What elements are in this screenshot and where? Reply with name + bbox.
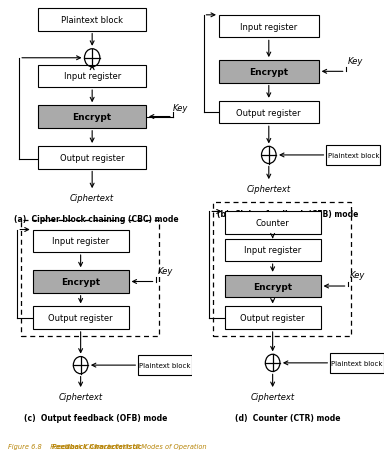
Text: Input register: Input register [240, 23, 298, 32]
FancyBboxPatch shape [219, 16, 319, 38]
FancyBboxPatch shape [225, 239, 321, 262]
Text: Input register: Input register [52, 237, 109, 246]
Text: Ciphertext: Ciphertext [247, 185, 291, 194]
FancyBboxPatch shape [326, 145, 380, 166]
Text: (c)  Output feedback (OFB) mode: (c) Output feedback (OFB) mode [24, 413, 168, 422]
FancyBboxPatch shape [33, 271, 129, 293]
FancyBboxPatch shape [38, 65, 146, 88]
FancyBboxPatch shape [225, 212, 321, 235]
Text: Key: Key [349, 271, 365, 280]
FancyBboxPatch shape [38, 106, 146, 129]
Text: Output register: Output register [237, 108, 301, 117]
Text: Output register: Output register [60, 153, 124, 162]
Text: Plaintext block: Plaintext block [139, 362, 191, 368]
Text: Output register: Output register [48, 313, 113, 322]
Text: Figure 6.8    Feedback Characteristic of Modes of Operation: Figure 6.8 Feedback Characteristic of Mo… [8, 442, 206, 449]
Text: (b)  Cipher feedback (CFB) mode: (b) Cipher feedback (CFB) mode [217, 210, 359, 219]
FancyBboxPatch shape [33, 307, 129, 329]
FancyBboxPatch shape [330, 353, 384, 373]
FancyBboxPatch shape [225, 275, 321, 298]
Text: Feedback Characteristic: Feedback Characteristic [52, 443, 141, 449]
FancyBboxPatch shape [38, 9, 146, 32]
Text: Ciphertext: Ciphertext [70, 194, 114, 203]
Text: Encrypt: Encrypt [249, 68, 288, 77]
FancyBboxPatch shape [38, 147, 146, 169]
Text: Input register: Input register [63, 72, 121, 81]
FancyBboxPatch shape [219, 61, 319, 83]
Text: Plaintext block: Plaintext block [331, 360, 383, 366]
FancyBboxPatch shape [225, 307, 321, 329]
FancyBboxPatch shape [33, 230, 129, 253]
Text: Plaintext block: Plaintext block [328, 152, 379, 159]
Text: Encrypt: Encrypt [61, 277, 100, 286]
FancyBboxPatch shape [219, 101, 319, 124]
Text: (d)  Counter (CTR) mode: (d) Counter (CTR) mode [235, 413, 341, 422]
Text: Plaintext block: Plaintext block [61, 16, 123, 25]
Text: (a)  Cipher block chaining (CBC) mode: (a) Cipher block chaining (CBC) mode [14, 214, 178, 223]
Text: Encrypt: Encrypt [73, 113, 112, 122]
FancyBboxPatch shape [138, 355, 192, 375]
Text: Ciphertext: Ciphertext [59, 392, 103, 401]
Text: Key: Key [173, 104, 188, 113]
Text: Ciphertext: Ciphertext [251, 392, 295, 401]
Text: Key: Key [348, 56, 363, 65]
Text: Encrypt: Encrypt [253, 282, 292, 291]
Text: Input register: Input register [244, 246, 301, 255]
Text: Output register: Output register [240, 313, 305, 322]
Text: Counter: Counter [256, 219, 290, 228]
Text: Key: Key [157, 266, 173, 275]
